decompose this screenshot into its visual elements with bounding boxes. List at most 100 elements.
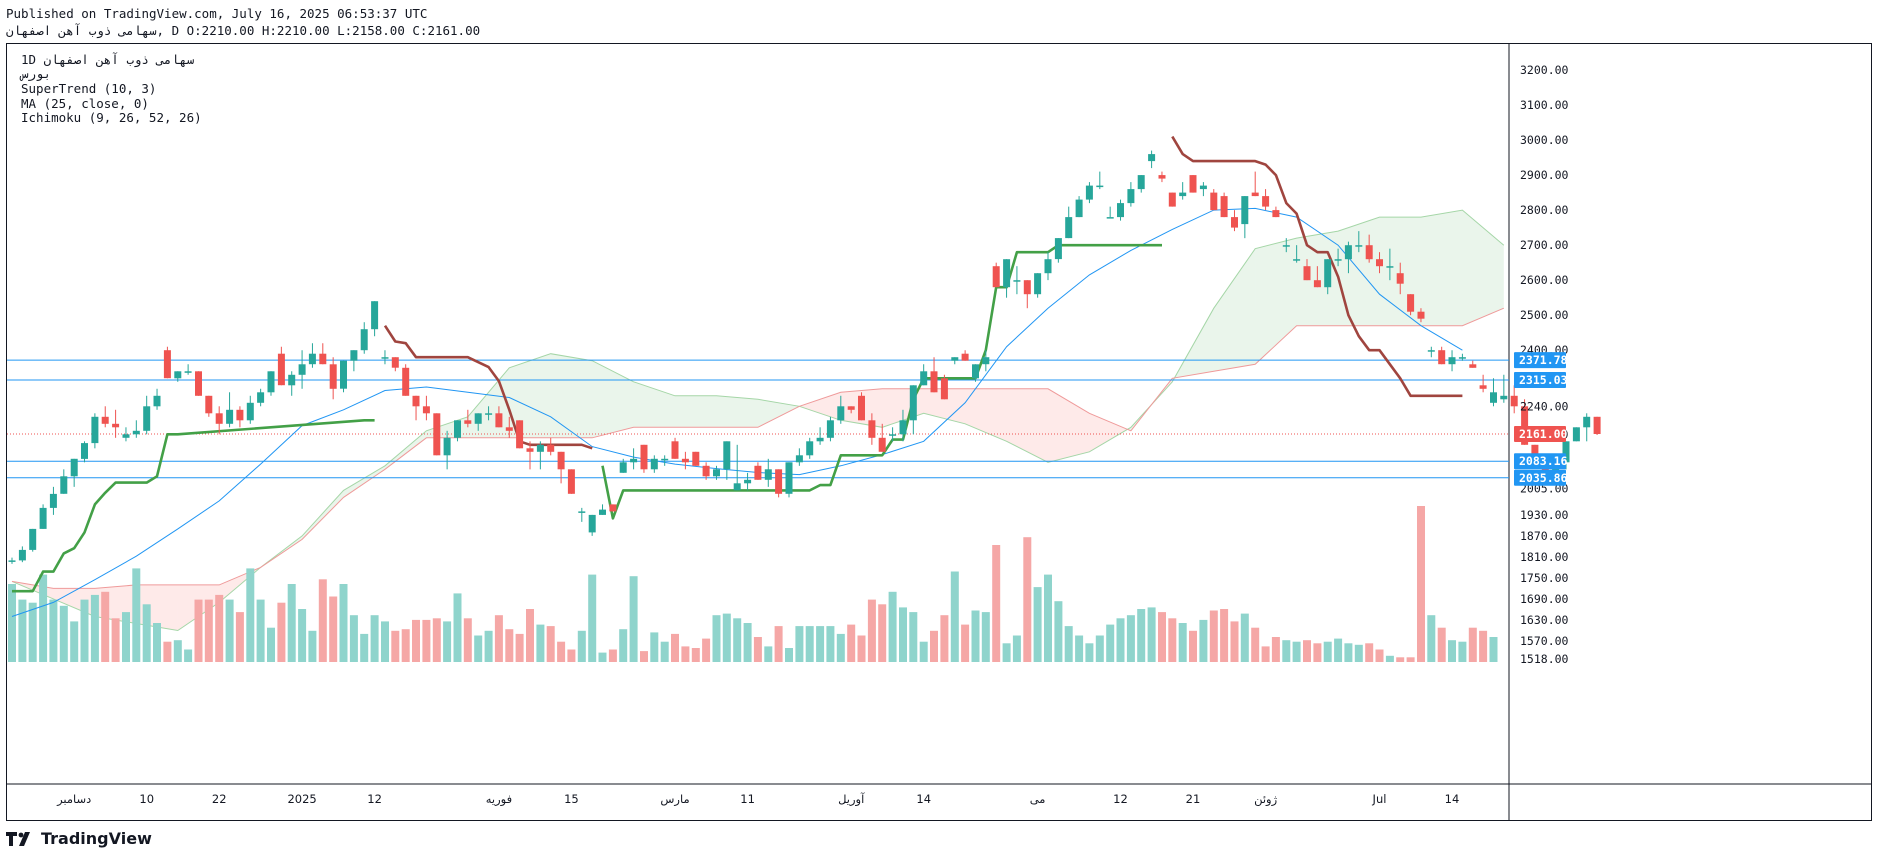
volume-bar (1137, 609, 1146, 662)
volume-bar (1354, 644, 1363, 662)
level-badge-bg (1514, 453, 1566, 470)
volume-bar (1168, 618, 1177, 662)
volume-bar (349, 615, 358, 662)
tradingview-brand[interactable]: TradingView (6, 829, 152, 848)
candle (1137, 175, 1145, 193)
level-badge: 2315.03 (1514, 372, 1568, 388)
candle-body (1583, 416, 1591, 428)
candle-body (940, 378, 948, 400)
candle-body (226, 409, 234, 424)
candle-body (329, 364, 337, 389)
candle-body (889, 434, 897, 436)
candle (1303, 259, 1311, 281)
candle (671, 437, 679, 459)
candle (723, 441, 731, 480)
price-tick-label: 3200.00 (1520, 63, 1569, 77)
volume-bar (49, 599, 58, 662)
volume-bar (111, 618, 120, 662)
volume-bar (557, 641, 566, 662)
candle-body (826, 420, 834, 438)
candle (49, 486, 57, 515)
candle-body (1137, 175, 1145, 190)
volume-bar (1126, 615, 1135, 662)
legend-supertrend[interactable]: SuperTrend (10, 3) (21, 81, 157, 96)
volume-bar (785, 648, 793, 662)
candle (1583, 413, 1591, 442)
cloud-segment (550, 353, 593, 438)
volume-bar (733, 618, 742, 662)
candle (1396, 262, 1404, 295)
candle (878, 423, 886, 452)
volume-bar (8, 584, 16, 662)
candle-body (454, 420, 461, 438)
candle-body (112, 423, 120, 428)
candle-body (1313, 280, 1321, 288)
candle (909, 385, 917, 435)
volume-bar (712, 615, 721, 662)
volume-bar (287, 584, 296, 662)
candle-body (1500, 395, 1508, 400)
candle (713, 465, 720, 480)
candle-body (29, 528, 37, 550)
candle (1075, 196, 1083, 218)
time-tick-label: آوریل (838, 792, 865, 807)
candle-body (433, 413, 441, 456)
candle-body (1117, 203, 1124, 218)
volume-bar (774, 626, 783, 662)
volume-bar (598, 652, 607, 662)
candle (391, 357, 399, 372)
volume-bar (101, 591, 110, 662)
candle (599, 504, 606, 515)
candle (785, 462, 793, 498)
candle-body (371, 301, 379, 330)
candle-body (588, 514, 596, 533)
candle (39, 504, 47, 529)
volume-bar (588, 574, 597, 662)
candle (18, 546, 26, 563)
volume-bar (453, 593, 462, 662)
volume-bar (494, 615, 503, 662)
chart-frame[interactable]: 3200.00 3100.00 3000.00 2900.00 2800.00 2700.… (6, 43, 1872, 821)
candle-body (1106, 217, 1114, 219)
volume-bar (1095, 635, 1104, 662)
price-chart[interactable]: 3200.00 3100.00 3000.00 2900.00 2800.00 2700.… (7, 44, 1871, 820)
candle (1490, 378, 1497, 407)
candle-body (174, 371, 182, 379)
candle (858, 392, 865, 421)
candle (567, 469, 575, 494)
candle-body (599, 509, 606, 515)
candle-body (785, 462, 793, 494)
candle (1044, 252, 1052, 281)
candle-body (18, 549, 26, 561)
candle (1065, 206, 1073, 239)
candle-body (1034, 273, 1042, 295)
candle (702, 462, 710, 480)
volume-bar (59, 605, 68, 662)
candle (1085, 182, 1093, 204)
volume-bar (1313, 643, 1322, 662)
candle (1117, 199, 1124, 221)
time-tick-label: 21 (1186, 792, 1201, 806)
candle (1324, 259, 1332, 295)
volume-bar (940, 615, 949, 662)
volume-bar (1365, 643, 1374, 662)
candle (298, 350, 306, 389)
ichimoku-cloud (12, 210, 1504, 631)
volume-bar (1116, 618, 1125, 662)
volume-bar (70, 621, 79, 662)
volume-bar (215, 594, 224, 662)
legend-ma[interactable]: MA (25, close, 0) (21, 96, 149, 111)
price-tick-label: 1630.00 (1520, 613, 1569, 627)
candle (588, 514, 596, 536)
candle (236, 406, 244, 428)
volume-bar (1323, 641, 1332, 662)
candle-body (858, 395, 865, 421)
candle (899, 409, 907, 442)
cloud-segment (965, 388, 1007, 442)
candle-body (630, 458, 638, 463)
cloud-segment (675, 395, 717, 428)
legend-ichimoku[interactable]: Ichimoku (9, 26, 52, 26) (21, 110, 202, 125)
candle (889, 427, 897, 442)
candle (1572, 427, 1580, 442)
cloud-segment (343, 465, 385, 498)
